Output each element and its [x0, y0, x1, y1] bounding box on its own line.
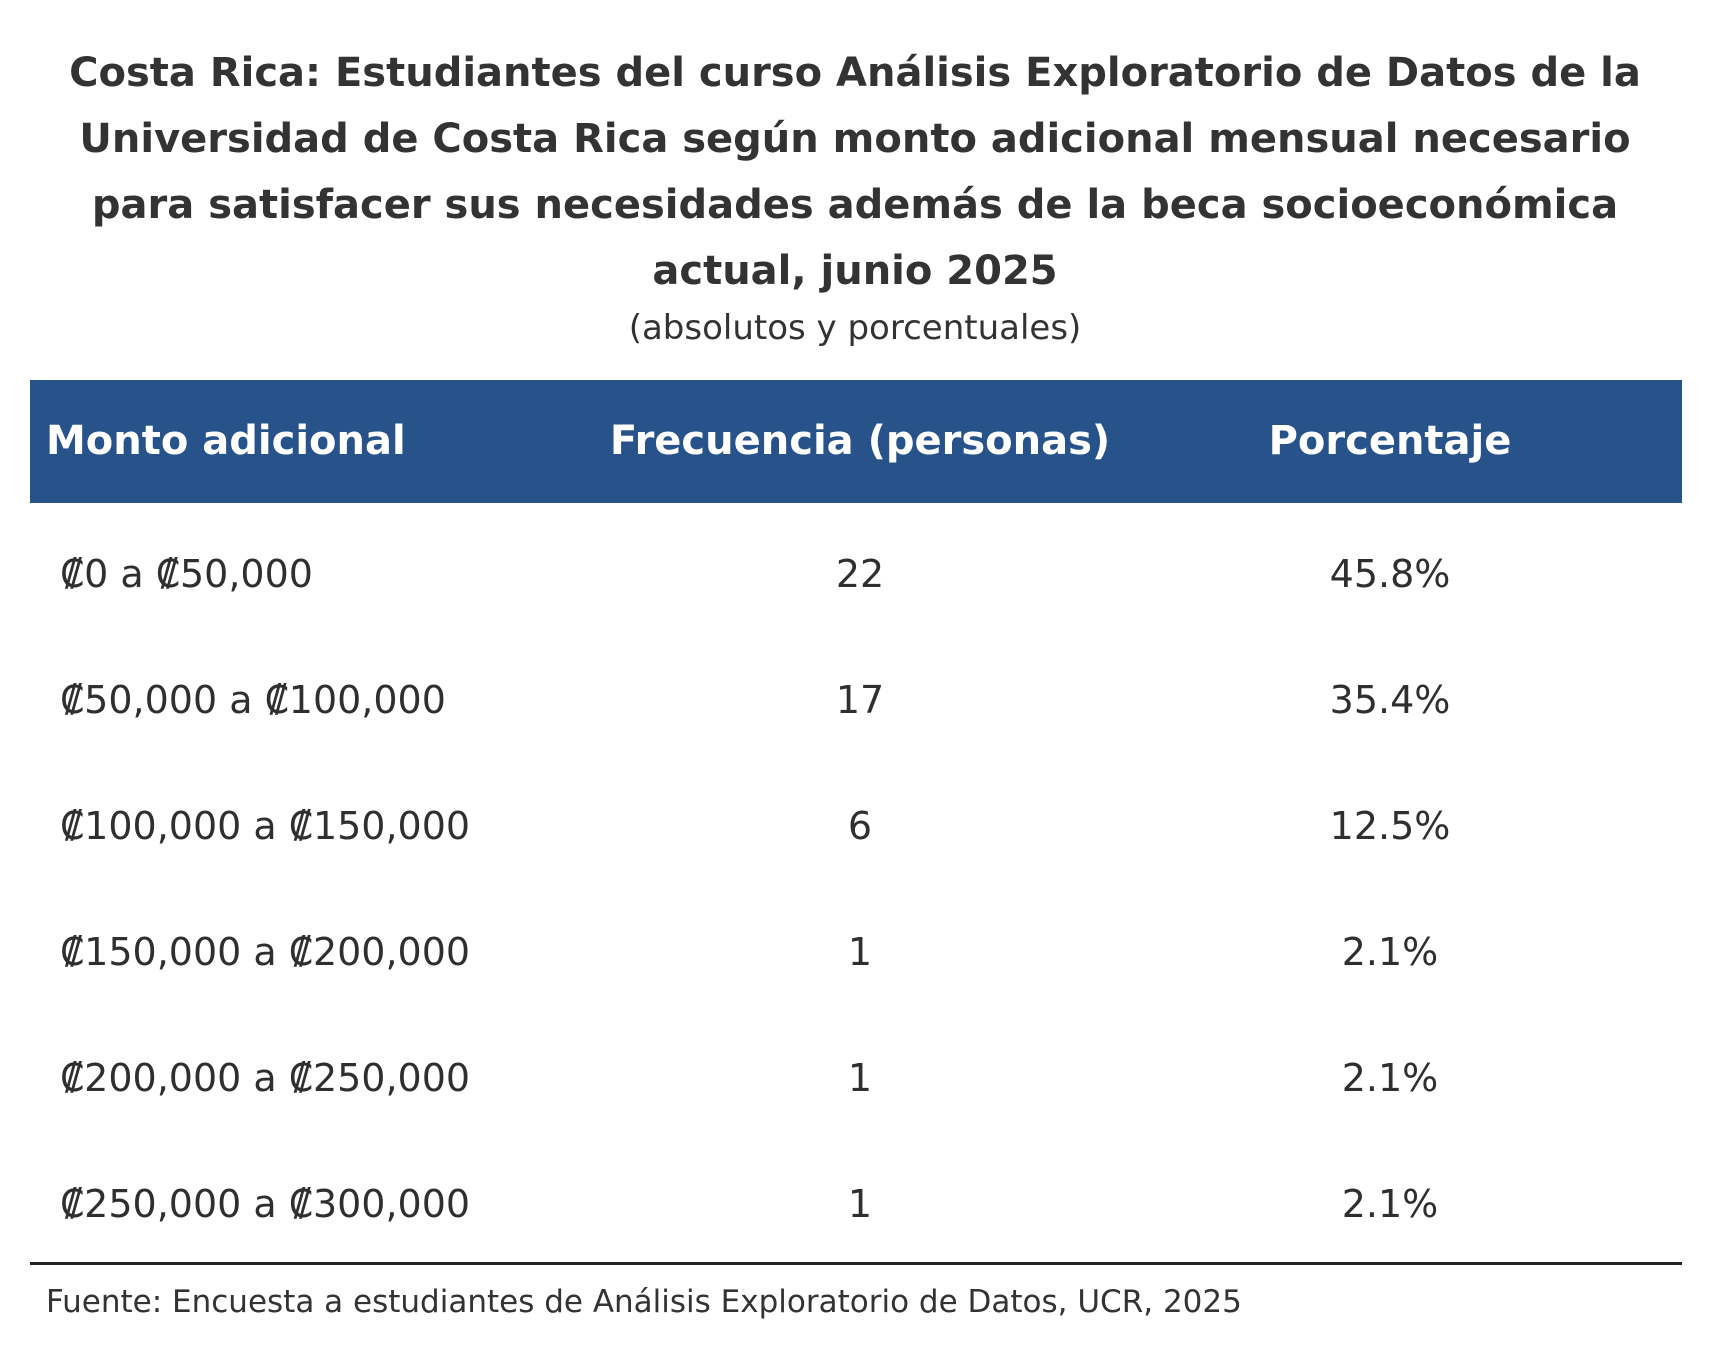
table-row: ₡150,000 a ₡200,000 1 2.1% — [30, 892, 1682, 1018]
table-body: ₡0 a ₡50,000 22 45.8% ₡50,000 a ₡100,000… — [30, 514, 1682, 1270]
cell-percentage: 35.4% — [1329, 678, 1451, 722]
cell-range: ₡50,000 a ₡100,000 — [60, 678, 446, 722]
table-bottom-rule — [30, 1262, 1682, 1265]
cell-frequency: 1 — [847, 1056, 873, 1100]
cell-frequency: 17 — [835, 678, 885, 722]
cell-range: ₡200,000 a ₡250,000 — [60, 1056, 471, 1100]
table-subtitle: (absolutos y porcentuales) — [628, 308, 1082, 348]
table-row: ₡100,000 a ₡150,000 6 12.5% — [30, 766, 1682, 892]
table-row: ₡250,000 a ₡300,000 1 2.1% — [30, 1144, 1682, 1270]
cell-frequency: 1 — [847, 1182, 873, 1226]
table-row: ₡200,000 a ₡250,000 1 2.1% — [30, 1018, 1682, 1144]
table-row: ₡50,000 a ₡100,000 17 35.4% — [30, 640, 1682, 766]
cell-percentage: 2.1% — [1341, 1056, 1439, 1100]
column-header-porcentaje: Porcentaje — [1268, 418, 1512, 464]
cell-frequency: 22 — [835, 552, 885, 596]
cell-range: ₡150,000 a ₡200,000 — [60, 930, 471, 974]
cell-range: ₡250,000 a ₡300,000 — [60, 1182, 471, 1226]
table-header: Monto adicional Frecuencia (personas) Po… — [30, 380, 1682, 503]
table-row: ₡0 a ₡50,000 22 45.8% — [30, 514, 1682, 640]
cell-percentage: 12.5% — [1329, 804, 1451, 848]
cell-frequency: 6 — [847, 804, 873, 848]
cell-percentage: 45.8% — [1329, 552, 1451, 596]
source-note: Fuente: Encuesta a estudiantes de Anális… — [46, 1284, 1242, 1320]
cell-frequency: 1 — [847, 930, 873, 974]
cell-percentage: 2.1% — [1341, 930, 1439, 974]
cell-percentage: 2.1% — [1341, 1182, 1439, 1226]
column-header-monto: Monto adicional — [46, 418, 406, 464]
cell-range: ₡0 a ₡50,000 — [60, 552, 313, 596]
column-header-frecuencia: Frecuencia (personas) — [609, 418, 1111, 464]
cell-range: ₡100,000 a ₡150,000 — [60, 804, 471, 848]
table-title: Costa Rica: Estudiantes del curso Anális… — [69, 50, 1641, 294]
